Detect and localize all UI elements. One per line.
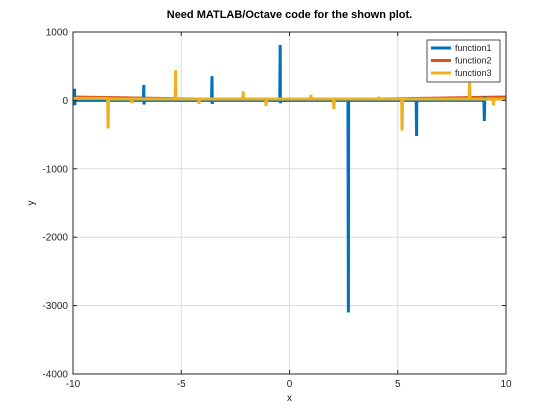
legend-label-function3: function3 [455,68,492,78]
x-tick-label: 5 [395,379,401,390]
legend-label-function2: function2 [455,56,492,66]
legend: function1 function2 function3 [426,39,501,83]
y-tick-label: -2000 [42,233,68,244]
series-line-function3 [71,70,506,131]
x-tick-label: 0 [287,379,293,390]
x-tick-label: -5 [177,379,186,390]
x-tick-label: -10 [66,379,81,390]
y-tick-label: -1000 [42,164,68,175]
series-layer [71,44,507,313]
y-axis-label: y [26,201,37,206]
y-tick-label: 0 [62,96,68,107]
ticks: -10 -5 0 5 10 -4000 -3000 -2000 -1000 0 1000 [42,28,512,391]
x-tick-label: 10 [500,379,512,390]
legend-label-function1: function1 [455,43,492,53]
y-tick-label: -3000 [42,301,68,312]
y-tick-label: 1000 [46,28,69,39]
x-axis-label: x [287,393,292,404]
chart-title: Need MATLAB/Octave code for the shown pl… [167,9,412,21]
y-tick-label: -4000 [42,370,68,381]
